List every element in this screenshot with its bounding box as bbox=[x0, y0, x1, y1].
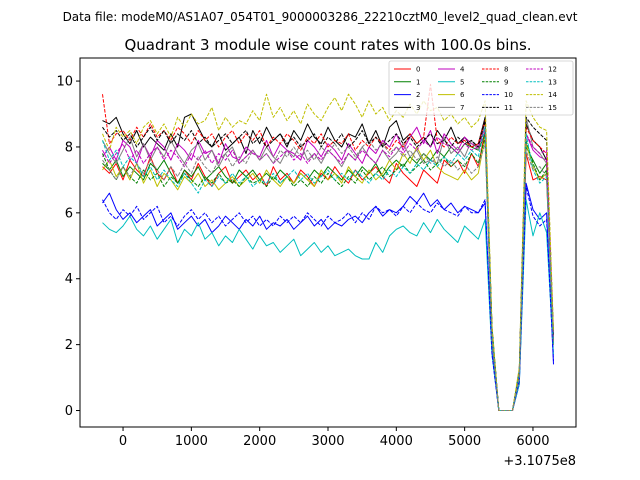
series-line-5 bbox=[102, 199, 554, 411]
series-line-8 bbox=[102, 83, 554, 411]
series-line-9 bbox=[102, 136, 554, 411]
series-line-6 bbox=[102, 136, 554, 411]
x-offset-label: +3.1075e8 bbox=[503, 454, 576, 469]
series-line-14 bbox=[102, 93, 554, 411]
x-tick-label: 3000 bbox=[311, 434, 344, 449]
legend-label-1: 1 bbox=[416, 78, 420, 86]
series-line-12 bbox=[102, 130, 554, 411]
legend-label-9: 9 bbox=[504, 78, 508, 86]
y-tick-label: 2 bbox=[65, 338, 73, 353]
x-tick-label: 0 bbox=[119, 434, 127, 449]
legend-label-5: 5 bbox=[460, 78, 464, 86]
legend-label-2: 2 bbox=[416, 91, 420, 99]
legend-label-10: 10 bbox=[504, 91, 513, 99]
x-tick-label: 6000 bbox=[516, 434, 549, 449]
series-line-10 bbox=[102, 186, 554, 411]
x-tick-label: 4000 bbox=[380, 434, 413, 449]
series-line-11 bbox=[102, 116, 554, 411]
y-tick-label: 4 bbox=[65, 272, 73, 287]
y-tick-label: 10 bbox=[56, 75, 73, 90]
y-tick-label: 0 bbox=[65, 404, 73, 419]
legend-label-7: 7 bbox=[460, 104, 464, 112]
series-line-2 bbox=[102, 182, 554, 411]
legend-label-4: 4 bbox=[460, 66, 465, 74]
legend-label-13: 13 bbox=[548, 78, 557, 86]
series-line-13 bbox=[102, 126, 554, 411]
series-line-3 bbox=[102, 113, 554, 411]
x-tick-label: 5000 bbox=[448, 434, 481, 449]
legend-label-11: 11 bbox=[504, 104, 513, 112]
figure-suptitle: Data file: modeM0/AS1A07_054T01_90000032… bbox=[63, 10, 578, 24]
series-line-15 bbox=[102, 139, 554, 411]
y-axis: 0 2 4 6 8 10 bbox=[56, 75, 80, 419]
legend-label-8: 8 bbox=[504, 66, 508, 74]
legend-label-12: 12 bbox=[548, 66, 557, 74]
x-tick-label: 1000 bbox=[175, 434, 208, 449]
x-tick-label: 2000 bbox=[243, 434, 276, 449]
legend-label-15: 15 bbox=[548, 104, 557, 112]
legend-label-14: 14 bbox=[548, 91, 557, 99]
y-tick-label: 6 bbox=[65, 206, 73, 221]
series-layer bbox=[102, 83, 554, 411]
legend-frame bbox=[388, 60, 574, 116]
legend-label-0: 0 bbox=[416, 66, 420, 74]
y-tick-label: 8 bbox=[65, 140, 73, 155]
x-axis: 0 1000 2000 3000 4000 5000 6000 bbox=[119, 427, 550, 449]
legend-label-3: 3 bbox=[416, 104, 420, 112]
legend-label-6: 6 bbox=[460, 91, 465, 99]
chart-title: Quadrant 3 module wise count rates with … bbox=[124, 36, 531, 54]
